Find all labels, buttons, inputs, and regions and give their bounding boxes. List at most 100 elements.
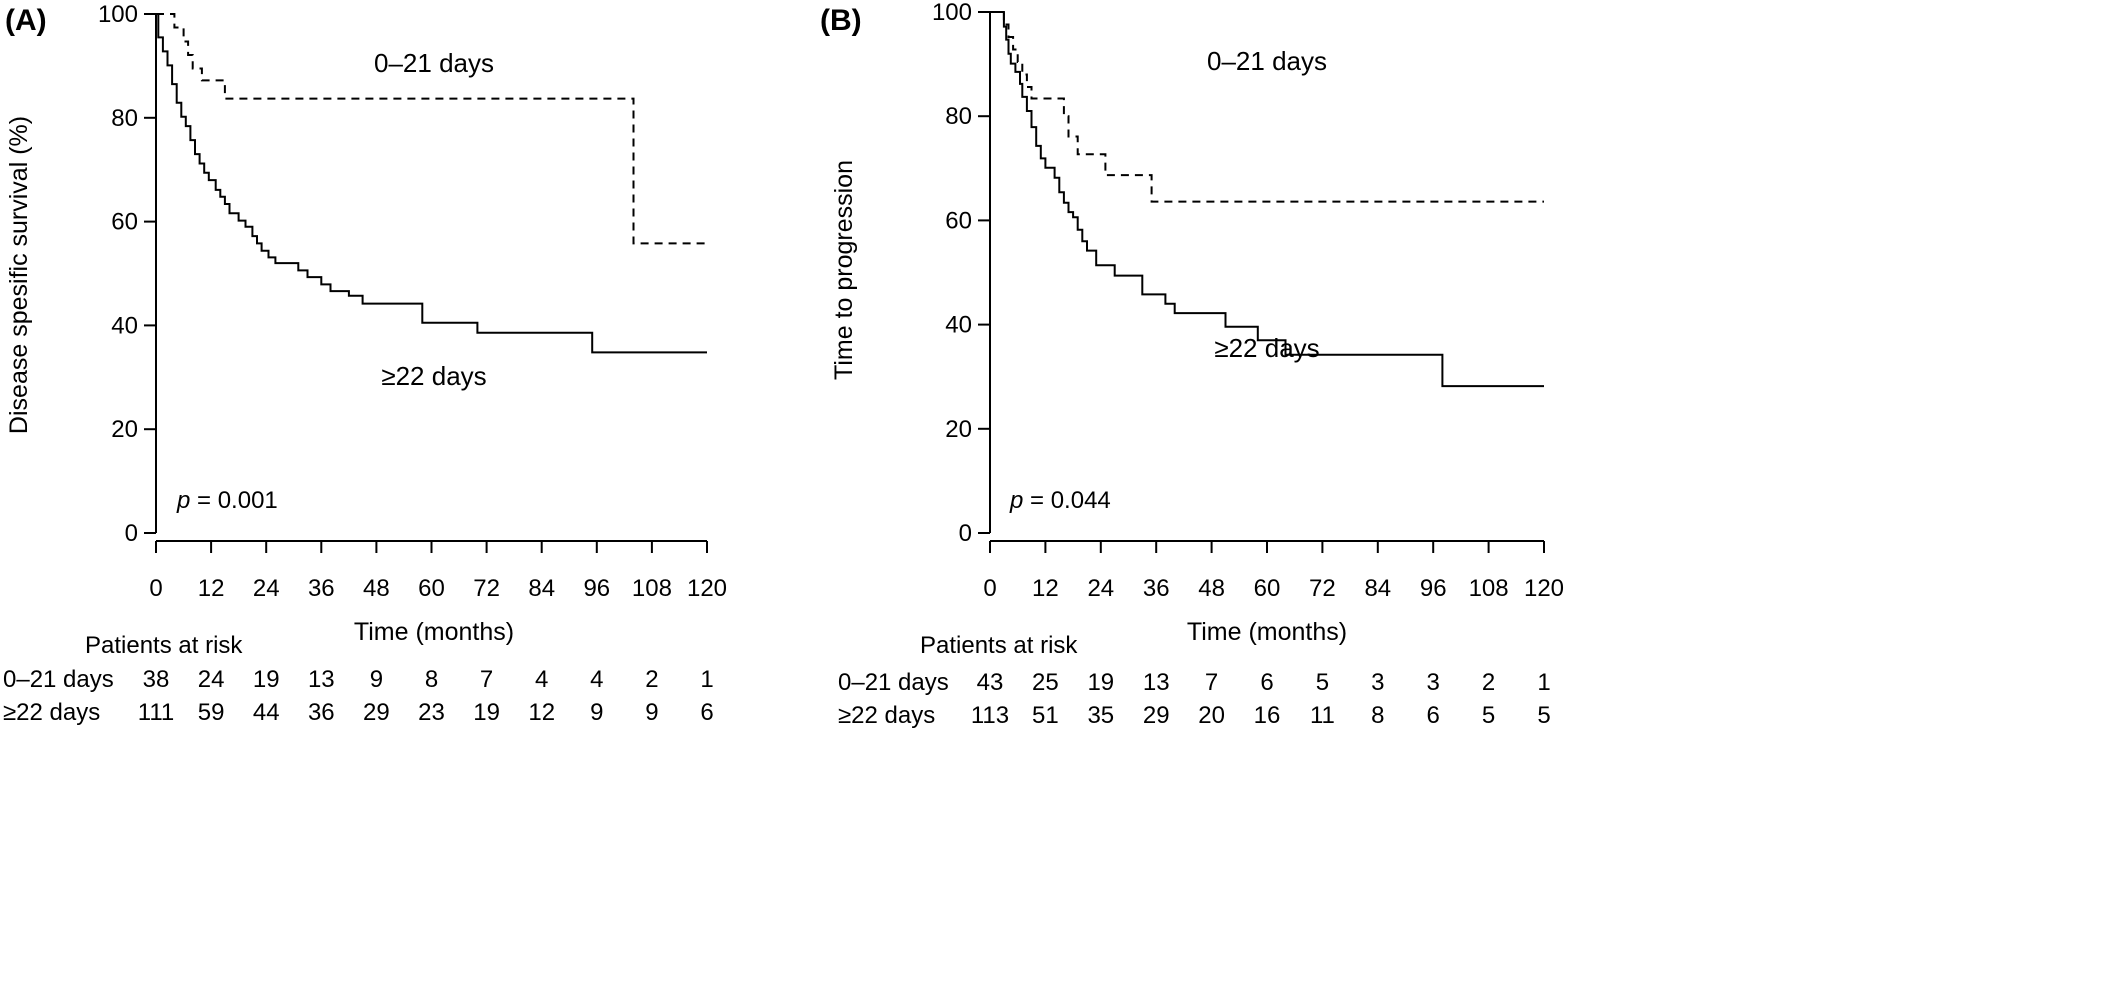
panel-a-risk-value: 9 (645, 699, 658, 726)
panel-b-x-axis-title: Time (months) (1187, 618, 1347, 646)
panel-b-p-text: = 0.044 (1023, 487, 1110, 514)
panel-a-y-tick-label: 80 (111, 105, 138, 132)
panel-b-risk-value: 51 (1032, 702, 1059, 729)
panel-a-x-tick-label: 0 (149, 575, 162, 602)
panel-b-x-tick-label: 108 (1469, 575, 1509, 602)
panel-b-y-axis-title: Time to progression (830, 160, 858, 380)
panel-b-p-value: p = 0.044 (1009, 487, 1111, 514)
panel-a-risk-row-label-0-21: 0–21 days (3, 666, 114, 693)
panel-b-series-label-22-days: ≥22 days (1214, 333, 1319, 363)
panel-b-risk-value: 11 (1310, 702, 1335, 729)
panel-a-risk-value: 6 (700, 699, 713, 726)
panel-b-p-symbol: p (1009, 487, 1023, 514)
panel-a-risk-value: 111 (138, 699, 174, 726)
panel-b-x-tick-label: 84 (1364, 575, 1391, 602)
panel-b-y-tick-label: 40 (945, 312, 972, 339)
panel-a-label: (A) (5, 4, 47, 37)
panel-b-risk-value: 35 (1087, 702, 1114, 729)
panel-b-y-tick-label: 20 (945, 416, 972, 443)
panel-a: (A) Disease spesific survival (%) Time (… (3, 1, 727, 726)
panel-b-risk-row-label-22: ≥22 days (838, 702, 935, 729)
panel-a-y-tick-label: 20 (111, 416, 138, 443)
panel-a-risk-value: 4 (590, 666, 603, 693)
panel-b-risk-value: 3 (1427, 669, 1440, 696)
panel-b: (B) Time to progression Time (months) 0–… (820, 0, 1564, 729)
panel-a-risk-value: 24 (198, 666, 225, 693)
panel-b-curve-22-days (990, 11, 1544, 388)
panel-a-x-tick-label: 120 (687, 575, 727, 602)
panel-a-p-value: p = 0.001 (176, 487, 278, 514)
panel-a-y-tick-label: 0 (125, 520, 138, 547)
panel-a-risk-value: 19 (473, 699, 500, 726)
panel-a-p-symbol: p (176, 487, 190, 514)
panel-a-curve-22-days (156, 13, 707, 354)
panel-b-risk-table-title: Patients at risk (920, 632, 1078, 659)
panel-b-x-tick-label: 0 (983, 575, 996, 602)
panel-b-risk-value: 7 (1205, 669, 1218, 696)
panel-b-risk-value: 5 (1316, 669, 1329, 696)
panel-a-y-tick-label: 100 (98, 1, 138, 28)
panel-b-risk-value: 6 (1260, 669, 1273, 696)
panel-a-series-label-0-21-days: 0–21 days (374, 48, 494, 78)
panel-b-y-tick-label: 60 (945, 207, 972, 234)
panel-a-x-tick-label: 12 (198, 575, 225, 602)
panel-b-risk-value: 43 (977, 669, 1004, 696)
panel-a-risk-value: 7 (480, 666, 493, 693)
panel-b-x-tick-label: 24 (1087, 575, 1114, 602)
panel-b-risk-value: 13 (1143, 669, 1170, 696)
panel-a-x-tick-label: 24 (253, 575, 280, 602)
panel-a-x-tick-label: 60 (418, 575, 445, 602)
panel-a-risk-value: 9 (370, 666, 383, 693)
panel-b-x-tick-label: 96 (1420, 575, 1447, 602)
panel-b-curve-0-21-days (990, 11, 1544, 203)
panel-b-x-tick-label: 120 (1524, 575, 1564, 602)
panel-a-series-label-22-days: ≥22 days (381, 361, 486, 391)
panel-b-series-label-0-21-days: 0–21 days (1207, 46, 1327, 76)
panel-a-risk-value: 36 (308, 699, 335, 726)
panel-a-x-tick-label: 72 (473, 575, 500, 602)
panel-b-risk-value: 8 (1371, 702, 1384, 729)
panel-b-x-tick-label: 72 (1309, 575, 1336, 602)
panel-a-risk-value: 19 (253, 666, 280, 693)
panel-a-risk-value: 12 (528, 699, 555, 726)
panel-b-risk-value: 16 (1254, 702, 1281, 729)
panel-a-y-tick-label: 60 (111, 209, 138, 236)
panel-b-y-tick-label: 80 (945, 103, 972, 130)
panel-a-risk-value: 38 (143, 666, 170, 693)
panel-a-risk-value: 1 (700, 666, 713, 693)
panel-a-y-axis-title: Disease spesific survival (%) (5, 116, 33, 434)
panel-a-x-tick-label: 108 (632, 575, 672, 602)
panel-a-risk-value: 8 (425, 666, 438, 693)
panel-b-risk-value: 20 (1198, 702, 1225, 729)
panel-b-y-tick-label: 0 (959, 520, 972, 547)
panel-a-y-tick-label: 40 (111, 312, 138, 339)
panel-a-x-tick-label: 48 (363, 575, 390, 602)
panel-a-risk-row-label-22: ≥22 days (3, 699, 100, 726)
panel-a-x-tick-label: 96 (583, 575, 610, 602)
panel-b-risk-value: 6 (1427, 702, 1440, 729)
panel-b-x-tick-label: 48 (1198, 575, 1225, 602)
panel-a-x-tick-label: 36 (308, 575, 335, 602)
panel-b-risk-value: 19 (1087, 669, 1114, 696)
panel-a-risk-value: 23 (418, 699, 445, 726)
panel-b-risk-value: 113 (971, 702, 1009, 729)
panel-b-label: (B) (820, 4, 862, 37)
panel-a-risk-value: 13 (308, 666, 335, 693)
panel-b-x-tick-label: 60 (1254, 575, 1281, 602)
panel-a-x-tick-label: 84 (528, 575, 555, 602)
panel-b-x-tick-label: 36 (1143, 575, 1170, 602)
panel-b-risk-value: 1 (1537, 669, 1550, 696)
panel-a-x-axis-title: Time (months) (354, 618, 514, 646)
panel-b-x-tick-label: 12 (1032, 575, 1059, 602)
panel-a-risk-value: 44 (253, 699, 280, 726)
panel-b-risk-value: 25 (1032, 669, 1059, 696)
panel-a-risk-value: 2 (645, 666, 658, 693)
panel-b-y-tick-label: 100 (932, 0, 972, 26)
panel-a-curve-0-21-days (156, 13, 707, 245)
panel-a-risk-value: 29 (363, 699, 390, 726)
panel-a-p-text: = 0.001 (190, 487, 277, 514)
panel-b-risk-row-label-0-21: 0–21 days (838, 669, 949, 696)
panel-a-risk-value: 4 (535, 666, 548, 693)
panel-b-risk-value: 5 (1482, 702, 1495, 729)
